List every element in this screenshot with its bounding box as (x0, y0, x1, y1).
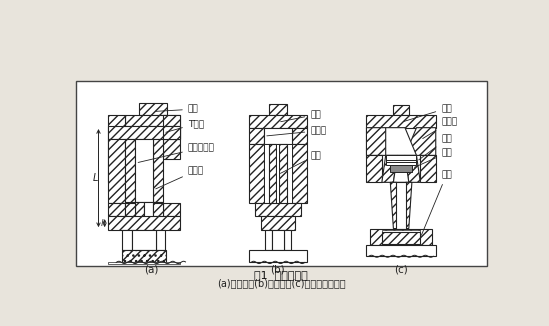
Bar (261, 216, 295, 230)
Text: (a)剪切型；(b)压缩型；(c)压缩剪切复合型: (a)剪切型；(b)压缩型；(c)压缩剪切复合型 (217, 278, 345, 288)
Bar (249, 128, 264, 144)
Bar (139, 103, 167, 114)
Bar (264, 144, 292, 203)
Bar (279, 144, 287, 244)
Polygon shape (401, 182, 412, 229)
Bar (394, 105, 409, 114)
Bar (268, 104, 287, 114)
Bar (136, 201, 144, 244)
Bar (249, 250, 307, 262)
Text: 轮箍: 轮箍 (404, 104, 452, 122)
Text: 卡环: 卡环 (414, 149, 452, 167)
Bar (421, 156, 436, 182)
Polygon shape (386, 128, 417, 156)
Text: 图1  结构示意图: 图1 结构示意图 (254, 271, 308, 280)
Bar (390, 165, 412, 172)
Bar (284, 230, 291, 250)
Bar (249, 144, 264, 203)
Text: 轮心: 轮心 (422, 170, 452, 235)
Bar (249, 114, 307, 128)
Text: 外轮心: 外轮心 (156, 166, 204, 189)
Bar (153, 201, 163, 244)
Bar (132, 230, 156, 250)
Bar (156, 230, 165, 250)
Text: T型环: T型环 (166, 119, 204, 132)
Polygon shape (370, 229, 432, 245)
Bar (125, 203, 136, 216)
Polygon shape (382, 230, 421, 245)
Bar (163, 114, 180, 159)
Bar (163, 126, 180, 139)
Bar (109, 203, 125, 216)
Bar (144, 201, 153, 244)
Text: 轮心: 轮心 (281, 151, 321, 173)
Text: L: L (93, 173, 98, 184)
Polygon shape (390, 182, 401, 229)
Polygon shape (394, 156, 409, 182)
Bar (366, 245, 436, 256)
Bar (109, 216, 180, 230)
Bar (109, 126, 180, 139)
Polygon shape (366, 128, 397, 156)
Text: (a): (a) (144, 264, 158, 274)
Bar (255, 203, 301, 216)
Bar (268, 144, 276, 244)
Bar (386, 156, 417, 165)
Bar (153, 203, 163, 216)
Bar (76, 81, 486, 265)
Bar (122, 230, 132, 250)
Bar (292, 144, 307, 203)
Bar (272, 230, 284, 250)
Bar (276, 144, 279, 244)
Bar (109, 139, 125, 203)
Bar (125, 114, 180, 126)
Bar (382, 231, 421, 244)
Bar (122, 250, 166, 262)
Text: (c): (c) (394, 264, 408, 274)
Bar (109, 114, 125, 182)
Bar (264, 128, 292, 144)
Bar (163, 203, 180, 216)
Text: 橡胶体: 橡胶体 (423, 118, 457, 139)
Bar (366, 114, 436, 128)
Polygon shape (396, 182, 406, 229)
Bar (292, 128, 307, 144)
Text: 橡胶体: 橡胶体 (267, 126, 326, 136)
Text: l: l (100, 219, 103, 228)
Text: 轮箍: 轮箍 (156, 105, 199, 114)
Bar (109, 262, 180, 264)
Polygon shape (382, 156, 397, 182)
Polygon shape (405, 128, 436, 156)
Bar (265, 230, 272, 250)
Text: 轮箍: 轮箍 (281, 110, 321, 122)
Polygon shape (405, 156, 421, 182)
Bar (136, 139, 153, 201)
Text: 环状橡胶层: 环状橡胶层 (138, 143, 215, 162)
Bar (153, 139, 163, 201)
Text: 螺栓: 螺栓 (419, 135, 452, 160)
Text: (b): (b) (271, 264, 285, 274)
Bar (125, 139, 136, 201)
Bar (366, 156, 382, 182)
